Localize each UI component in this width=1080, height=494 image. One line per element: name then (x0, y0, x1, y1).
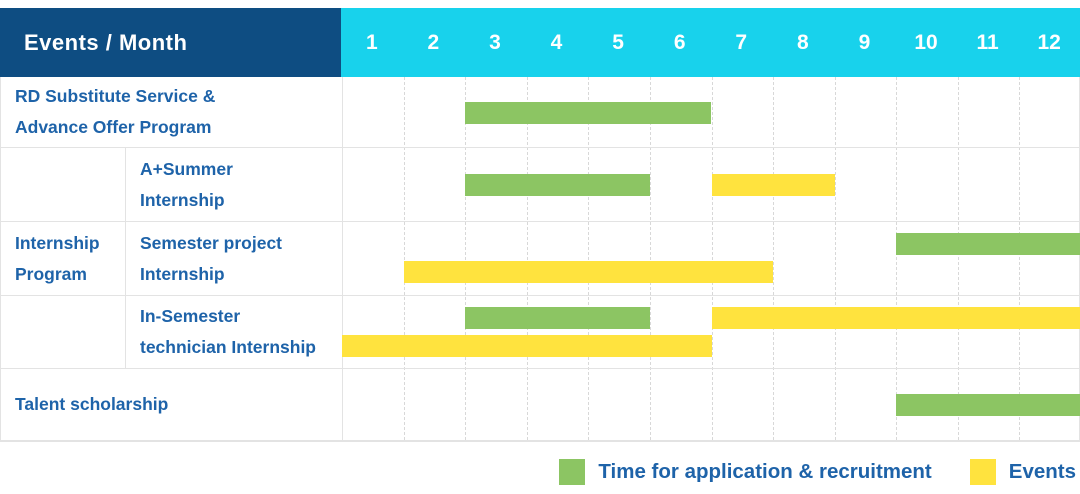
month-label: 9 (834, 8, 896, 77)
events-swatch-icon (970, 459, 996, 485)
group-label-line: Internship (15, 228, 125, 259)
row-label: RD Substitute Service &Advance Offer Pro… (1, 77, 342, 147)
row-lane-area (342, 369, 1080, 440)
row-lane-area (342, 148, 1080, 221)
bar-application (465, 174, 650, 196)
month-label: 2 (403, 8, 465, 77)
month-label: 11 (957, 8, 1019, 77)
month-label: 6 (649, 8, 711, 77)
row-label-line: In-Semester (140, 301, 342, 332)
group-label-line: Program (15, 259, 125, 290)
row-lane-area (342, 77, 1080, 147)
bar-events (342, 335, 712, 357)
gantt-body: RD Substitute Service &Advance Offer Pro… (0, 77, 1080, 442)
gantt-schedule-chart: Events / Month 123456789101112 RD Substi… (0, 0, 1080, 494)
group-label-cell: InternshipProgram (1, 148, 126, 369)
gantt-row: A+SummerInternship (1, 148, 1080, 222)
gantt-row: RD Substitute Service &Advance Offer Pro… (1, 77, 1080, 148)
row-label-line: Internship (140, 185, 342, 216)
month-label: 4 (526, 8, 588, 77)
month-header: 123456789101112 (341, 8, 1080, 77)
bar-application (896, 233, 1080, 255)
month-label: 12 (1018, 8, 1080, 77)
month-label: 8 (772, 8, 834, 77)
row-label-line: Internship (140, 259, 342, 290)
legend-label-application: Time for application & recruitment (598, 460, 931, 484)
bar-events (404, 261, 774, 283)
row-label-line: technician Internship (140, 332, 342, 363)
row-lane-area (342, 296, 1080, 368)
bar-application (896, 394, 1080, 416)
row-label-line: Semester project (140, 228, 342, 259)
month-label: 3 (464, 8, 526, 77)
month-label: 1 (341, 8, 403, 77)
legend-item-events: Events (970, 459, 1076, 485)
row-label: In-Semestertechnician Internship (126, 296, 342, 368)
row-label-line: RD Substitute Service & (15, 81, 342, 112)
legend-item-application: Time for application & recruitment (559, 459, 931, 485)
gantt-row: Talent scholarship (1, 369, 1080, 441)
legend-label-events: Events (1009, 460, 1076, 484)
row-lane-area (342, 222, 1080, 295)
row-label: A+SummerInternship (126, 148, 342, 221)
bar-application (465, 307, 650, 329)
month-label: 5 (587, 8, 649, 77)
legend: Time for application & recruitment Event… (0, 449, 1080, 494)
row-label-line: A+Summer (140, 154, 342, 185)
gantt-row: In-Semestertechnician Internship (1, 296, 1080, 369)
bar-events (712, 174, 835, 196)
row-label-line: Talent scholarship (15, 389, 342, 420)
row-label: Talent scholarship (1, 369, 342, 440)
row-label: Semester projectInternship (126, 222, 342, 295)
month-label: 7 (710, 8, 772, 77)
page-title: Events / Month (24, 30, 187, 56)
header-title-cell: Events / Month (0, 8, 341, 77)
bar-application (465, 102, 711, 124)
row-label-line: Advance Offer Program (15, 112, 342, 143)
gantt-row: Semester projectInternship (1, 222, 1080, 296)
bar-events (712, 307, 1080, 329)
application-swatch-icon (559, 459, 585, 485)
month-label: 10 (895, 8, 957, 77)
